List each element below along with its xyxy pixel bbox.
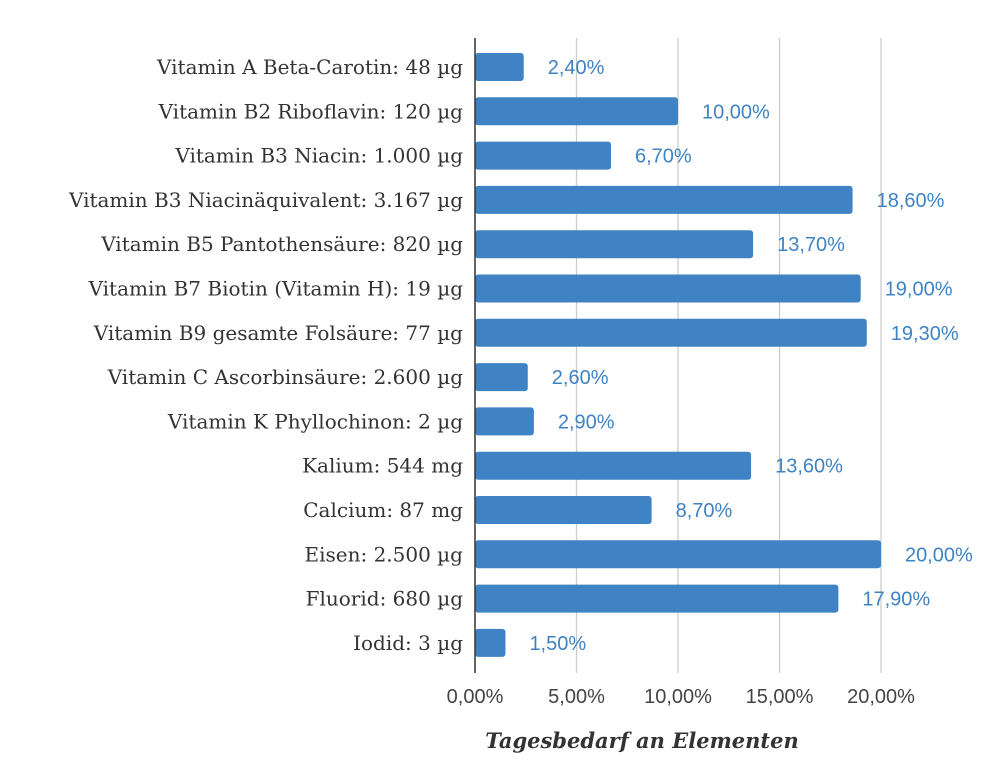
bar bbox=[475, 584, 839, 613]
category-label: Fluorid: 680 µg bbox=[306, 587, 464, 611]
category-label: Vitamin C Ascorbinsäure: 2.600 µg bbox=[107, 365, 463, 389]
bars bbox=[475, 53, 881, 657]
category-label: Vitamin B2 Riboflavin: 120 µg bbox=[158, 99, 464, 123]
data-label: 2,90% bbox=[558, 411, 615, 433]
bar bbox=[475, 628, 506, 657]
data-label: 2,60% bbox=[552, 367, 609, 389]
bar bbox=[475, 53, 524, 81]
x-tick-label: 20,00% bbox=[847, 686, 915, 708]
x-tick-label: 5,00% bbox=[548, 686, 605, 708]
category-label: Kalium: 544 mg bbox=[302, 454, 463, 478]
data-label: 17,90% bbox=[862, 589, 930, 611]
data-label: 6,70% bbox=[635, 146, 692, 168]
data-label: 18,60% bbox=[877, 190, 945, 212]
bar bbox=[475, 230, 754, 259]
category-label: Vitamin B7 Biotin (Vitamin H): 19 µg bbox=[88, 277, 464, 301]
gridlines bbox=[575, 38, 882, 673]
x-tick-label: 15,00% bbox=[746, 686, 814, 708]
data-label: 2,40% bbox=[548, 57, 605, 79]
bar bbox=[475, 496, 652, 524]
bar bbox=[475, 185, 853, 214]
x-tick-label: 0,00% bbox=[447, 686, 504, 708]
category-label: Vitamin A Beta-Carotin: 48 µg bbox=[156, 55, 463, 79]
data-label: 10,00% bbox=[702, 101, 770, 123]
category-label: Vitamin B3 Niacinäquivalent: 3.167 µg bbox=[68, 188, 463, 212]
category-label: Vitamin B3 Niacin: 1.000 µg bbox=[174, 144, 463, 168]
data-label: 19,30% bbox=[891, 323, 959, 345]
bar bbox=[475, 274, 861, 303]
data-label: 13,60% bbox=[775, 456, 843, 478]
category-label: Calcium: 87 mg bbox=[303, 498, 463, 522]
data-label: 20,00% bbox=[905, 544, 973, 566]
bar bbox=[475, 363, 528, 392]
bar bbox=[475, 407, 534, 436]
category-label: Vitamin B9 gesamte Folsäure: 77 µg bbox=[93, 321, 463, 345]
data-label: 8,70% bbox=[676, 500, 733, 522]
category-label: Eisen: 2.500 µg bbox=[305, 542, 464, 566]
labels: 0,00% 5,00% 10,00% 15,00% 20,00% Vitamin A Be… bbox=[68, 55, 973, 708]
x-axis-title: Tagesbedarf an Elementen bbox=[485, 728, 799, 753]
category-label: Vitamin K Phyllochinon: 2 µg bbox=[167, 409, 463, 433]
bar bbox=[475, 451, 752, 480]
bar bbox=[475, 318, 867, 347]
category-label: Vitamin B5 Pantothensäure: 820 µg bbox=[100, 232, 463, 256]
bar bbox=[475, 540, 881, 569]
category-label: Iodid: 3 µg bbox=[353, 631, 463, 655]
data-label: 1,50% bbox=[529, 633, 586, 655]
data-label: 19,00% bbox=[885, 279, 953, 301]
x-tick-label: 10,00% bbox=[644, 686, 712, 708]
data-label: 13,70% bbox=[777, 234, 845, 256]
bar bbox=[475, 141, 612, 170]
bar bbox=[475, 97, 678, 126]
